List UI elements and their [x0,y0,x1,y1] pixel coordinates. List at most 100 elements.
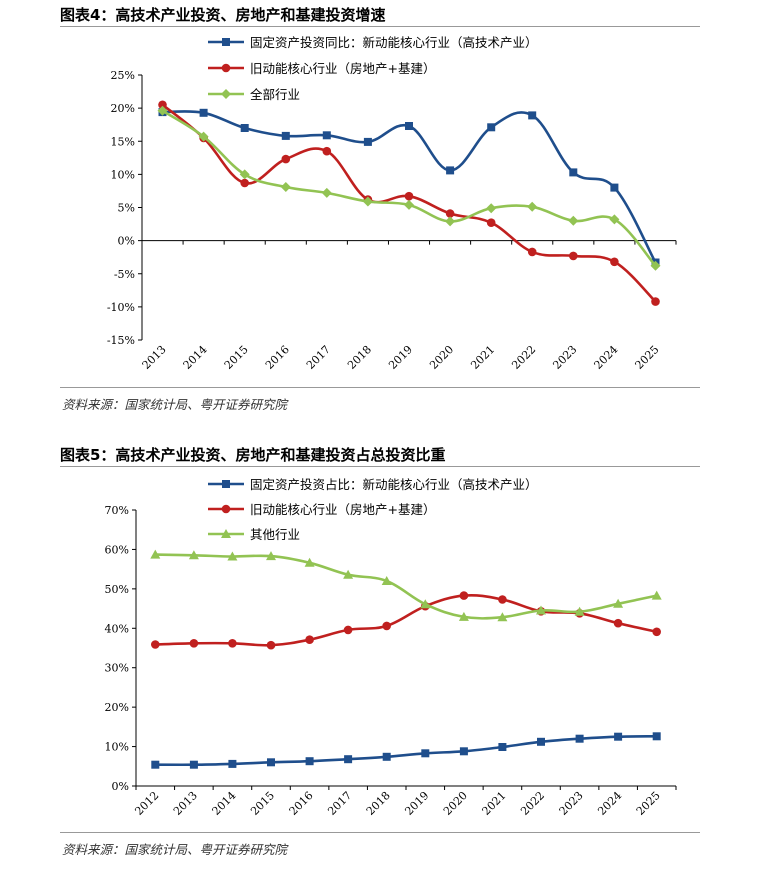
data-point [363,137,372,146]
series-line-1 [162,110,657,264]
title-divider [60,466,700,467]
data-point [486,218,496,227]
data-point [305,635,314,644]
data-point [421,749,430,758]
source-divider [60,387,700,388]
y-tick-label: 0% [112,780,129,793]
data-point [199,108,208,117]
x-tick-label: 2018 [345,343,374,372]
data-point [569,168,578,177]
x-tick-label: 2014 [181,343,210,372]
y-tick-label: 30% [105,662,129,675]
y-tick-label: -10% [107,301,135,314]
x-tick-label: 2015 [222,343,251,372]
data-point [420,599,431,609]
x-tick-label: 2025 [634,789,663,818]
series-line-2 [155,594,657,647]
x-tick-label: 2024 [592,343,621,372]
x-tick-label: 2019 [402,789,431,818]
y-tick-label: 0% [118,235,135,248]
data-point [198,131,209,142]
x-tick-label: 2017 [304,343,333,372]
data-point [239,169,250,180]
x-tick-label: 2021 [468,343,497,372]
data-point [344,755,353,764]
data-point [651,297,660,306]
data-point [188,550,199,560]
data-point [189,639,199,648]
data-point [575,734,584,743]
y-tick-label: -5% [114,268,135,281]
x-tick-label: 2023 [557,789,586,818]
data-point [527,201,538,212]
data-point [228,639,237,648]
data-point [150,549,161,559]
y-tick-label: 25% [111,69,135,82]
y-tick-label: 40% [105,622,129,635]
data-point [362,196,373,207]
data-point [609,214,620,225]
data-point [613,598,624,608]
data-point [267,758,275,767]
data-point [382,621,392,631]
x-tick-label: 2022 [518,789,547,818]
x-tick-label: 2019 [386,343,415,372]
share-line-chart: 70% 60% 50% 40% 30% 20% 10% 0%2012 2013 2014 2015 2… [105,477,677,818]
x-tick-label: 2024 [595,789,624,818]
data-point [157,105,168,116]
x-tick-label: 2021 [480,789,509,818]
growth-line-chart: 25% 20% 15% 10% 5% 0% -5% -10% -15% 2013 2014 2015 2… [107,35,677,372]
data-point [652,732,661,741]
chart-source: 资料来源：国家统计局、粤开证券研究院 [62,397,288,412]
data-point [189,760,198,769]
data-point [528,111,537,120]
data-point [610,183,619,192]
y-tick-label: 15% [111,135,135,148]
data-point [569,251,578,261]
y-tick-label: 60% [105,543,129,556]
data-point [459,591,469,600]
data-point [445,216,456,227]
data-point [240,178,249,188]
legend-label: 其他行业 [250,527,300,542]
x-tick-label: 2013 [140,343,169,372]
data-point [613,618,623,628]
legend-marker [221,504,231,514]
y-tick-label: 10% [105,741,129,754]
data-point [487,123,496,132]
legend-marker [221,529,231,538]
legend-label: 全部行业 [250,87,300,102]
data-point [228,759,237,768]
source-divider [60,832,700,833]
y-tick-label: 5% [118,202,135,215]
data-point [568,215,579,226]
data-point [381,576,392,585]
y-tick-label: 10% [111,168,135,181]
data-point [404,199,414,210]
y-tick-label: 50% [105,583,129,596]
data-point [574,606,585,616]
data-point [151,640,160,649]
data-point [322,131,331,140]
data-point [651,590,662,600]
data-point [343,625,353,635]
data-point [446,166,455,175]
data-point [497,612,508,622]
x-tick-label: 2025 [633,343,662,372]
x-tick-label: 2018 [364,789,393,818]
data-point [537,737,545,746]
x-tick-label: 2013 [171,789,200,818]
data-point [486,203,497,214]
x-tick-label: 2015 [248,789,277,818]
data-point [610,257,619,267]
legend-marker [222,38,230,46]
data-point [151,760,160,769]
x-tick-label: 2017 [325,789,354,818]
data-point [614,732,623,741]
data-point [281,131,290,140]
x-tick-label: 2023 [550,343,579,372]
series-line-3 [155,553,657,620]
data-point [650,260,661,271]
data-point [322,146,332,156]
data-point [280,182,291,192]
